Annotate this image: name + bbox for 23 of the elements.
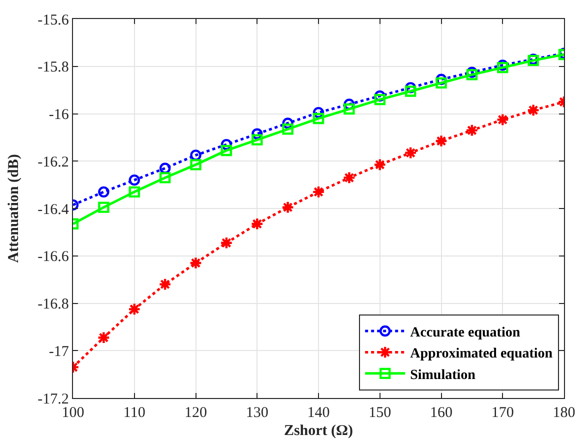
x-tick-label: 140 — [307, 405, 330, 422]
legend-label: Approximated equation — [410, 346, 553, 362]
y-tick-label: -16.4 — [38, 202, 70, 218]
x-tick-label: 150 — [368, 405, 392, 422]
y-tick-label: -17 — [48, 344, 70, 360]
legend-label: Simulation — [410, 368, 476, 383]
y-tick-label: -15.8 — [38, 60, 69, 76]
x-tick-label: 170 — [491, 405, 514, 422]
y-tick-label: -16.8 — [38, 296, 69, 312]
y-tick-label: -16 — [48, 107, 70, 123]
x-tick-label: 130 — [246, 405, 268, 422]
x-axis-title: Zshort (Ω) — [284, 423, 354, 440]
x-tick-label: 180 — [552, 405, 576, 422]
y-tick-label: -16.2 — [38, 154, 69, 170]
y-tick-label: -16.6 — [38, 249, 70, 266]
y-tick-label: -15.6 — [38, 12, 70, 28]
x-tick-label: 100 — [62, 405, 84, 422]
legend-label: Accurate equation — [410, 325, 520, 340]
x-tick-label: 110 — [123, 405, 146, 422]
y-axis-title: Attenuation (dB) — [6, 154, 22, 263]
x-tick-label: 160 — [430, 405, 452, 422]
x-tick-label: 120 — [184, 405, 207, 422]
y-tick-label: -17.2 — [38, 391, 69, 408]
